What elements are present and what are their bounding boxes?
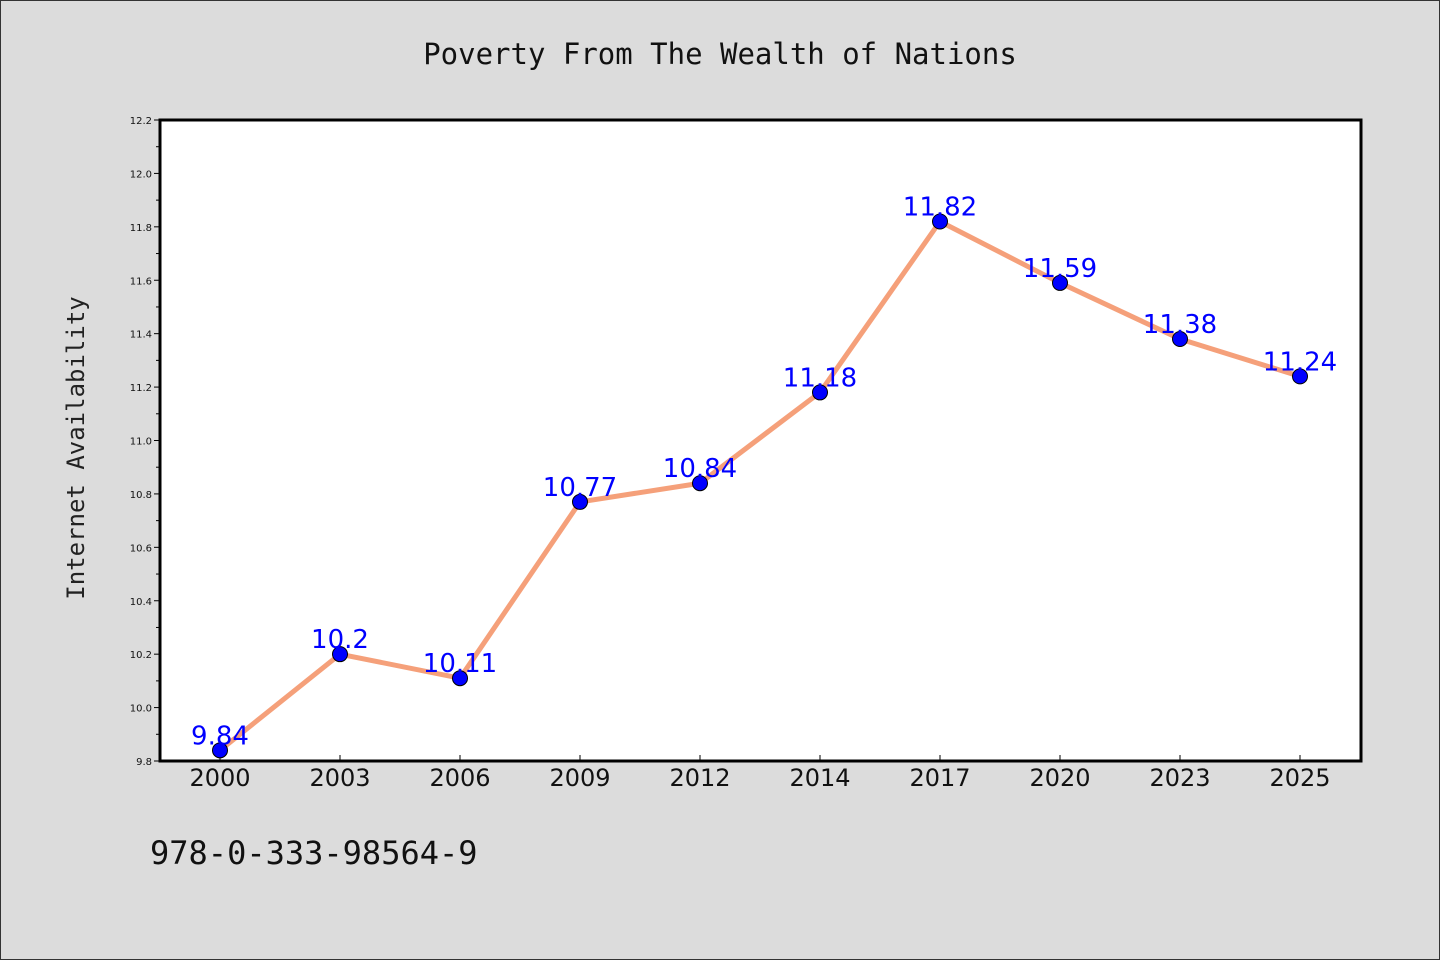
data-point (332, 646, 348, 663)
y-axis-label: Internet Availability (62, 296, 90, 599)
data-label: 9.84 (191, 721, 249, 751)
y-tick-label: 10.6 (130, 543, 152, 554)
y-tick-label: 10.4 (130, 597, 152, 608)
y-tick-label: 10.8 (130, 490, 152, 501)
series-line-group (217, 218, 1303, 753)
data-label: 11.82 (903, 192, 977, 222)
x-tick-label: 2020 (1029, 764, 1090, 792)
y-tick-label: 11.0 (130, 437, 152, 448)
y-tick-label: 11.8 (130, 223, 152, 234)
x-tick-label: 2003 (309, 764, 370, 792)
x-tick-label: 2014 (789, 764, 850, 792)
data-label: 11.24 (1263, 347, 1337, 377)
data-point (812, 384, 828, 401)
data-label: 11.38 (1143, 310, 1217, 340)
y-tick-label: 11.2 (130, 383, 152, 394)
x-tick-label: 2000 (189, 764, 250, 792)
plot-area (158, 118, 1363, 763)
data-label: 10.11 (423, 649, 497, 679)
y-tick-label: 11.4 (130, 330, 152, 341)
y-tick-label: 10.0 (130, 704, 152, 715)
data-point (1292, 368, 1308, 385)
x-tick-label: 2023 (1149, 764, 1210, 792)
data-point (212, 742, 228, 759)
data-label: 10.84 (663, 454, 737, 484)
chart-title: Poverty From The Wealth of Nations (423, 37, 1017, 71)
y-tick-label: 11.6 (130, 276, 152, 287)
data-label: 10.2 (311, 625, 369, 655)
data-label: 11.59 (1023, 254, 1097, 284)
data-point (932, 213, 948, 230)
axis-ticks: 9.8 10.0 10.2 10.4 10.6 10.8 11.0 11.2 11.4 11.6 1… (130, 116, 1331, 792)
data-point (572, 493, 588, 510)
data-point (1172, 331, 1188, 348)
x-tick-label: 2012 (669, 764, 730, 792)
y-tick-label: 9.8 (136, 757, 152, 768)
isbn-text: 978-0-333-98564-9 (150, 834, 478, 872)
data-point (692, 475, 708, 492)
x-tick-label: 2009 (549, 764, 610, 792)
x-tick-label: 2006 (429, 764, 490, 792)
data-point (1052, 274, 1068, 291)
y-tick-label: 10.2 (130, 650, 152, 661)
x-tick-label: 2017 (909, 764, 970, 792)
y-tick-label: 12.0 (130, 169, 152, 180)
data-label: 11.18 (783, 363, 857, 393)
series-markers (212, 213, 1308, 759)
data-label: 10.77 (543, 473, 617, 503)
data-labels: 9.84 10.2 10.11 10.77 10.84 11.18 11.82 11.59 11… (191, 192, 1337, 751)
y-tick-label: 12.2 (130, 116, 152, 127)
x-tick-label: 2025 (1269, 764, 1330, 792)
series-line (217, 218, 1303, 753)
data-point (452, 670, 468, 687)
